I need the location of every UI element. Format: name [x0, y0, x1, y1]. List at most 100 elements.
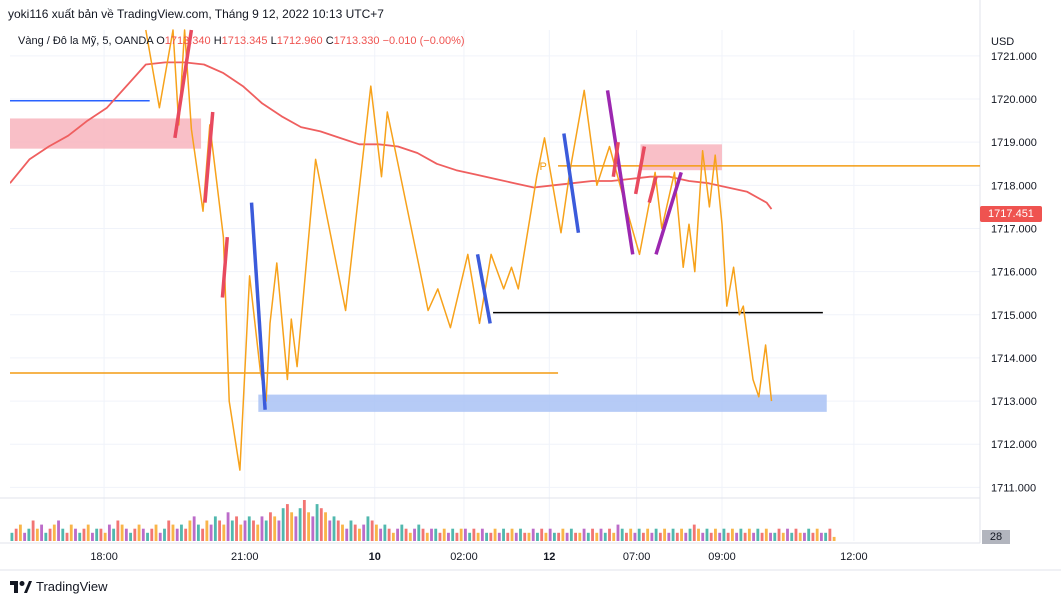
- symbol-name: Vàng / Đô la Mỹ, 5, OANDA: [18, 35, 154, 47]
- volume-bar: [252, 520, 255, 541]
- volume-bar: [514, 532, 518, 541]
- volume-bar: [658, 532, 662, 541]
- volume-bar: [769, 532, 772, 541]
- volume-bar: [366, 516, 370, 541]
- volume-bar: [396, 528, 400, 541]
- x-tick-label: 12:00: [840, 551, 868, 563]
- volume-bar: [345, 528, 349, 541]
- tradingview-brand: TradingView: [36, 579, 108, 594]
- volume-bar: [705, 528, 709, 541]
- close-value: 1713.330: [333, 35, 380, 47]
- volume-bar: [180, 524, 183, 541]
- volume-bar: [163, 528, 166, 541]
- volume-bar: [328, 520, 332, 541]
- x-tick-label: 02:00: [450, 551, 478, 563]
- volume-bar: [387, 528, 391, 541]
- volume-bar: [540, 528, 544, 541]
- volume-bar: [213, 516, 217, 541]
- volume-bar: [620, 528, 624, 541]
- y-tick-label: 1720.000: [991, 94, 1037, 106]
- volume-bar: [10, 532, 14, 541]
- volume-bar: [192, 516, 196, 541]
- trend-marker: [203, 111, 215, 203]
- volume-bar: [277, 520, 281, 541]
- y-tick-label: 1718.000: [991, 180, 1037, 192]
- trend-marker: [611, 141, 620, 177]
- volume-bar: [74, 528, 77, 541]
- volume-bar: [743, 532, 747, 541]
- close-label: C: [325, 35, 334, 47]
- volume-bar: [167, 520, 171, 541]
- volume-bar: [510, 528, 514, 541]
- y-tick-label: 1717.000: [991, 223, 1037, 235]
- volume-bar: [527, 532, 531, 541]
- volume-bar: [103, 532, 107, 541]
- volume-bar: [523, 532, 527, 541]
- volume-bar: [18, 524, 22, 541]
- volume-bar: [463, 528, 467, 541]
- x-tick-label: 18:00: [90, 551, 118, 563]
- y-tick-label: 1713.000: [991, 396, 1037, 408]
- symbol-legend: Vàng / Đô la Mỹ, 5, OANDA O1713.340 H171…: [18, 35, 465, 47]
- volume-bar: [133, 528, 137, 541]
- volume-bar: [230, 520, 234, 541]
- volume-bar: [298, 508, 302, 541]
- volume-bar: [69, 524, 73, 541]
- publisher-header: yoki116 xuất bản về TradingView.com, Thá…: [8, 7, 384, 21]
- volume-bar: [697, 528, 700, 541]
- volume-bar: [828, 528, 832, 541]
- tradingview-logo[interactable]: TradingView: [10, 579, 108, 594]
- y-tick-label: 1715.000: [991, 310, 1037, 322]
- volume-bar: [158, 532, 162, 541]
- volume-bar: [671, 528, 675, 541]
- volume-bar: [489, 532, 493, 541]
- volume-bar: [565, 532, 569, 541]
- x-tick-label: 21:00: [231, 551, 259, 563]
- volume-bar: [701, 532, 705, 541]
- volume-bar: [65, 532, 69, 541]
- volume-bar: [616, 524, 620, 541]
- volume-bar: [633, 532, 637, 541]
- volume-bar: [150, 528, 154, 541]
- volume-bar: [201, 528, 205, 541]
- chart-grid: [0, 0, 1061, 571]
- volume-bar: [612, 532, 616, 541]
- volume-bar: [455, 532, 459, 541]
- volume-bar: [714, 528, 717, 541]
- volume-bar: [319, 508, 323, 541]
- volume-bar: [603, 532, 607, 541]
- x-tick-label: 07:00: [623, 551, 651, 563]
- volume-bar: [40, 524, 44, 541]
- high-label: H: [213, 35, 222, 47]
- volume-bar: [35, 528, 39, 541]
- volume-bar: [273, 516, 277, 541]
- volume-bar: [57, 520, 60, 541]
- volume-bar: [548, 528, 552, 541]
- volume-bar: [391, 532, 395, 541]
- volume-bar: [196, 524, 200, 541]
- volume-bar: [646, 528, 650, 541]
- currency-label: USD: [991, 36, 1014, 48]
- low-label: L: [270, 35, 277, 47]
- volume-bar: [294, 516, 298, 541]
- volume-bar: [599, 528, 603, 541]
- volume-bar: [726, 532, 730, 541]
- volume-bar: [99, 528, 103, 541]
- volume-bar: [116, 520, 120, 541]
- volume-bar: [349, 520, 353, 541]
- price-zone: [10, 118, 202, 149]
- volume-badge: 28: [982, 530, 1010, 544]
- volume-bar: [264, 520, 268, 541]
- volume-bar: [256, 524, 260, 541]
- volume-bar: [641, 532, 645, 541]
- trend-marker: [249, 202, 267, 410]
- volume-bar: [82, 528, 86, 541]
- volume-bar: [184, 528, 188, 541]
- volume-bar: [786, 528, 789, 541]
- volume-bar: [171, 524, 175, 541]
- y-tick-label: 1716.000: [991, 267, 1037, 279]
- volume-bar: [552, 532, 556, 541]
- y-tick-label: 1721.000: [991, 51, 1037, 63]
- volume-bar: [756, 528, 760, 541]
